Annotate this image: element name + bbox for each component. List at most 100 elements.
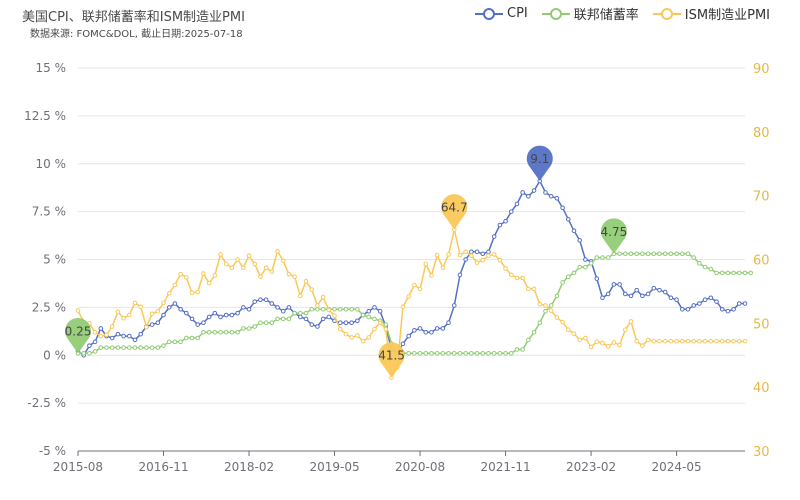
data-point-1 [674,251,679,257]
data-point-2 [235,257,240,262]
data-point-1 [206,329,212,335]
y-right-tick-label: 70 [753,190,770,205]
data-point-1 [109,345,115,350]
data-point-2 [349,335,354,340]
data-point-0 [355,318,360,324]
pin-marker-min [65,317,91,354]
data-point-1 [543,308,548,314]
data-point-1 [366,314,372,320]
data-point-1 [121,345,126,350]
legend-item-ism-pmi[interactable]: ISM制造业PMI [652,4,770,23]
data-point-1 [714,270,719,276]
data-point-1 [605,255,611,260]
data-point-1 [457,351,463,356]
data-point-0 [691,303,696,308]
data-point-1 [531,329,537,335]
data-point-2 [588,344,594,350]
data-point-0 [372,305,377,310]
data-point-2 [92,329,98,335]
data-point-2 [622,327,628,333]
data-point-1 [719,270,725,276]
data-point-0 [474,249,480,255]
y-right-tick-label: 50 [753,317,770,332]
data-point-0 [611,282,617,287]
data-point-2 [166,291,172,296]
data-point-0 [491,234,497,239]
data-point-2 [617,342,622,348]
data-point-1 [104,345,109,350]
data-point-0 [400,341,406,347]
data-point-0 [565,216,571,222]
data-point-1 [292,310,297,316]
data-point-2 [611,340,617,345]
data-point-2 [457,252,463,258]
y-left-tick-label: 15 % [36,61,67,75]
data-point-2 [685,338,691,344]
data-point-1 [697,261,702,266]
data-point-0 [451,303,457,308]
data-point-0 [571,228,577,234]
x-tick-label: 2024-05 [652,460,702,474]
data-point-0 [463,257,468,262]
data-point-2 [714,338,719,344]
data-point-1 [731,270,736,276]
data-point-2 [195,289,201,295]
data-point-2 [75,308,81,313]
data-point-1 [275,316,280,322]
data-point-1 [508,351,514,356]
data-point-0 [668,295,674,301]
data-point-2 [372,326,377,332]
legend-item-cpi[interactable]: CPI [475,6,528,21]
data-point-2 [554,315,560,320]
data-point-0 [640,293,645,299]
data-point-2 [583,335,588,341]
y-right-tick-label: 60 [753,254,770,269]
data-point-0 [115,331,121,337]
data-point-2 [320,294,326,300]
y-left-tick-label: 10 % [36,157,67,171]
data-point-1 [87,351,92,356]
data-point-1 [600,255,605,260]
data-point-0 [514,201,520,207]
data-point-1 [201,329,206,335]
data-point-1 [235,329,240,335]
data-point-0 [731,306,736,312]
y-right-tick-label: 30 [753,445,770,460]
data-point-2 [138,304,144,310]
data-point-1 [280,316,286,322]
data-point-1 [594,255,600,260]
data-point-0 [594,276,600,281]
data-point-0 [241,305,246,310]
data-point-2 [263,265,269,271]
data-point-1 [303,310,309,316]
data-point-0 [246,306,252,312]
x-tick-label: 2016-11 [138,460,188,474]
data-point-2 [252,261,258,267]
data-point-2 [366,335,372,340]
data-point-0 [503,218,508,224]
data-point-0 [98,326,104,331]
data-point-2 [400,304,406,310]
data-point-0 [548,194,554,199]
data-point-2 [149,311,155,317]
data-point-1 [417,351,423,356]
data-point-2 [343,331,349,337]
data-point-1 [406,351,411,356]
data-point-1 [178,339,183,345]
data-point-1 [372,316,377,322]
data-point-1 [92,349,98,354]
data-point-2 [736,338,742,344]
legend-item-fed-rate[interactable]: 联邦储蓄率 [541,4,639,23]
data-point-1 [127,345,132,350]
data-point-2 [189,290,195,295]
data-point-2 [423,261,429,267]
data-point-2 [355,333,360,338]
data-point-2 [172,282,178,288]
data-point-0 [109,335,115,341]
data-point-2 [508,272,514,278]
data-point-1 [685,251,691,257]
y-right-tick-label: 40 [753,381,770,396]
data-point-2 [246,253,252,258]
data-point-1 [115,345,121,350]
